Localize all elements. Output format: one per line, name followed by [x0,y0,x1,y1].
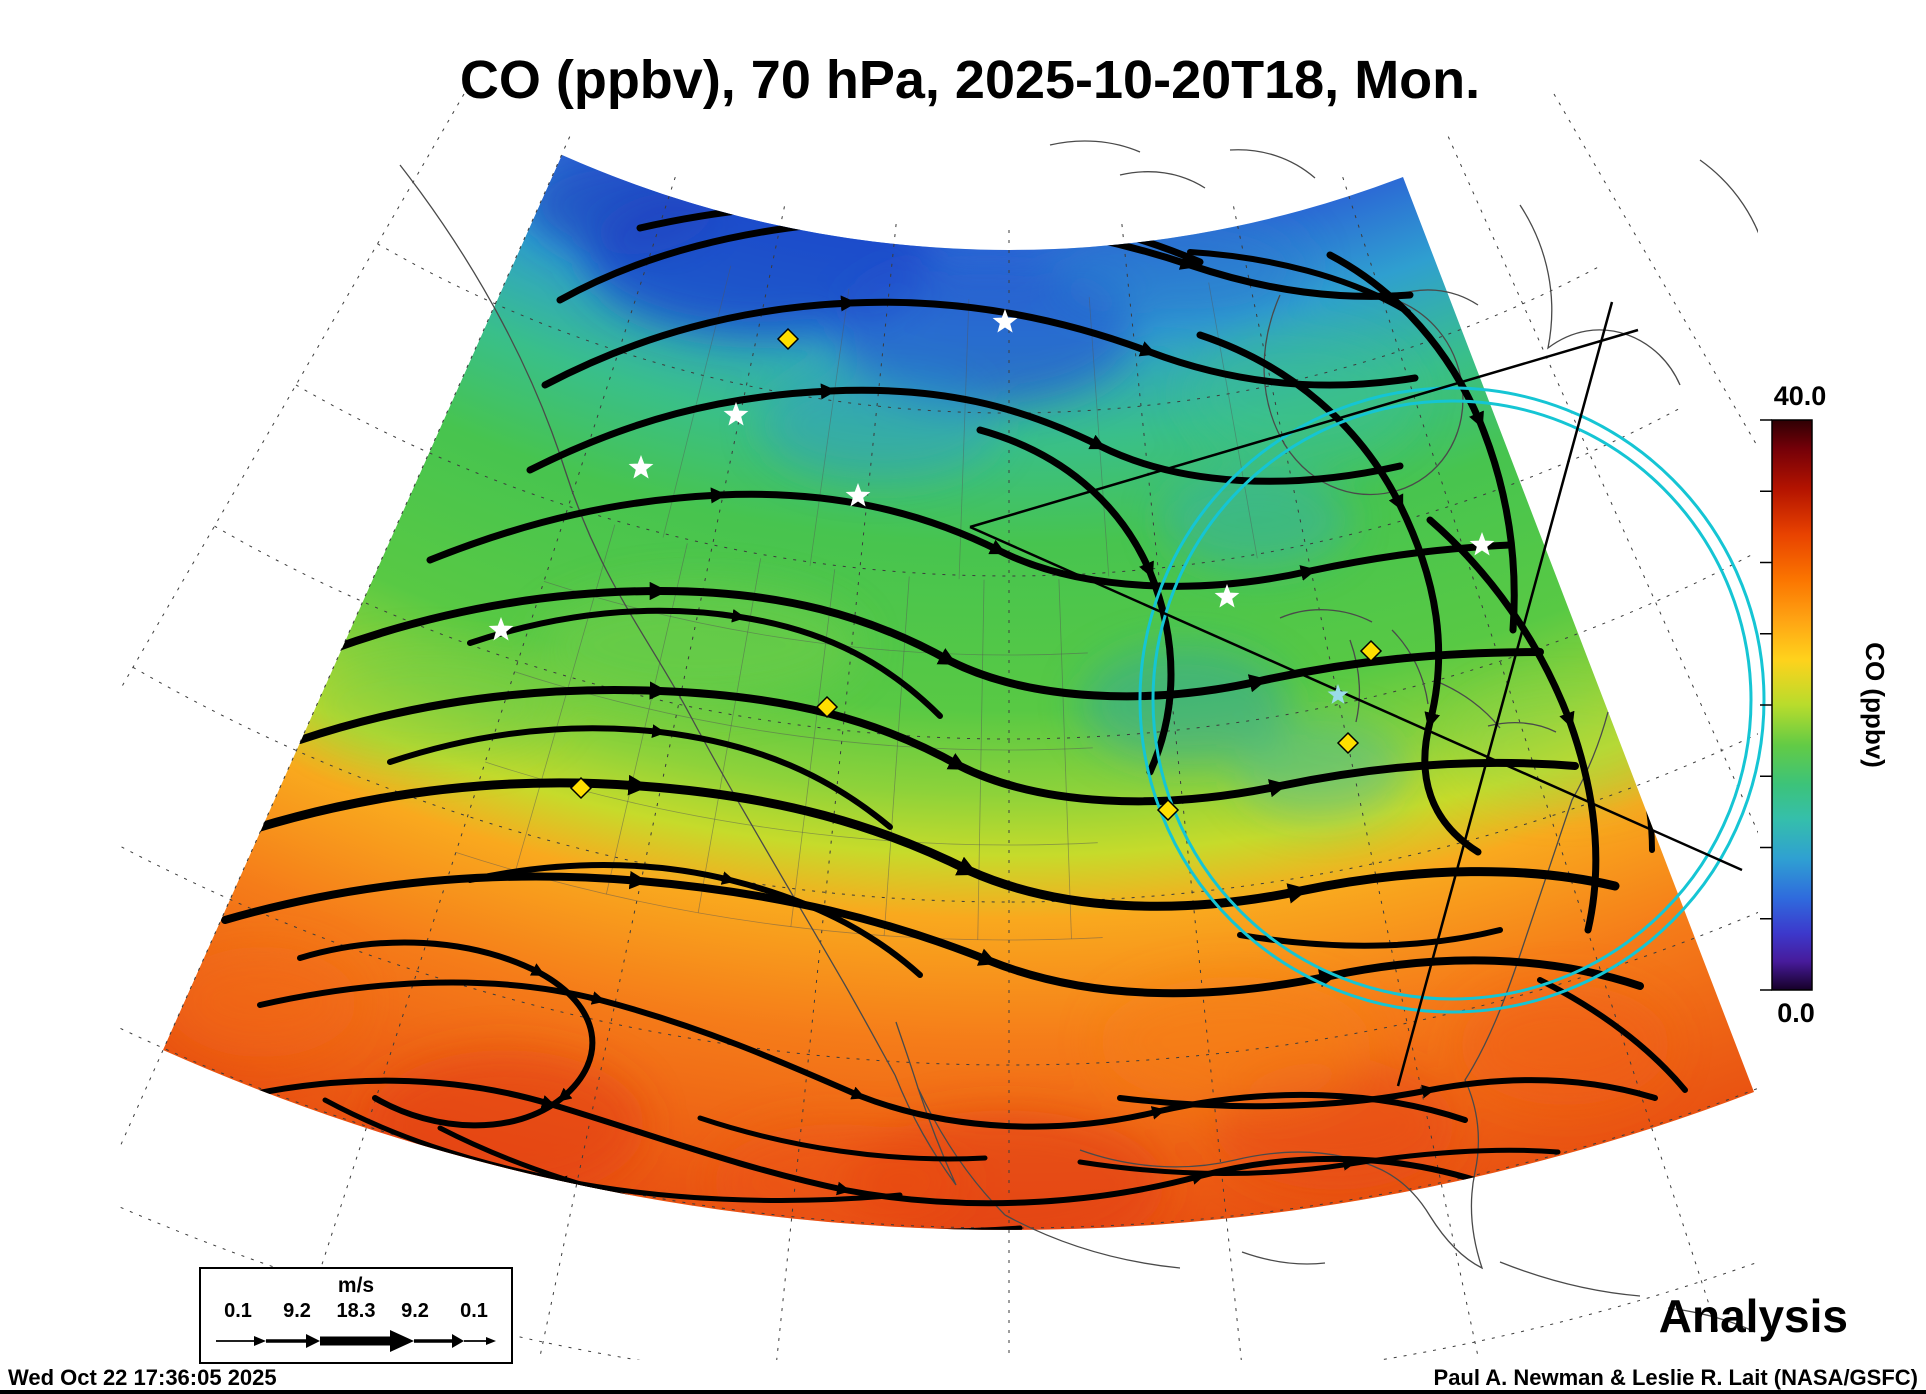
white-star-marker [992,309,1018,333]
colorbar: 40.0 0.0 CO (ppbv) [1760,381,1890,1028]
colorbar-max-label: 40.0 [1774,381,1827,411]
white-star-marker [1214,584,1240,608]
legend-speed-label: 9.2 [283,1300,311,1322]
colorbar-title: CO (ppbv) [1860,642,1890,768]
white-star-marker [723,402,749,426]
streamline [297,939,596,1129]
field-blob [1160,470,1350,570]
streamline [526,383,1404,485]
coastline [1049,140,1316,189]
yellow-diamond-marker [776,327,800,351]
yellow-diamond-marker [815,695,839,719]
bottom-rule [0,1390,1926,1394]
footer-credit: Paul A. Newman & Leslie R. Lait (NASA/GS… [1434,1365,1918,1390]
field-blob [760,370,1000,480]
streamline [976,426,1175,776]
streamline [245,774,1620,911]
transect-line [969,328,1639,529]
longitude-line [1447,136,1758,834]
streamline [326,581,1544,701]
legend-speed-label: 0.1 [460,1300,488,1322]
legend-speed-label: 9.2 [401,1300,429,1322]
streamline [541,295,1419,389]
footer-timestamp: Wed Oct 22 17:36:05 2025 [8,1365,277,1390]
longitude-line [120,136,571,1148]
streamline [1196,331,1482,856]
wind-streamlines [221,196,1688,1230]
province-border [662,265,732,538]
yellow-diamond-marker [569,776,593,800]
legend-arrow-scale [216,1330,496,1352]
site-markers [488,309,1495,822]
yellow-diamond-marker [1156,798,1180,822]
streamline [387,724,893,830]
legend-arrowhead [306,1334,320,1348]
yellow-diamond-marker [1359,639,1383,663]
streamline [467,862,923,978]
analysis-label: Analysis [1659,1290,1848,1342]
legend-speed-label: 18.3 [337,1300,376,1322]
streamline [467,607,943,719]
streamline [1077,1147,1561,1177]
yellow-diamond-marker [1336,731,1360,755]
streamline [1326,251,1518,634]
streamline [1426,516,1600,934]
legend-speed-label: 0.1 [224,1300,252,1322]
field-blob [1460,985,1670,1105]
transect-line [1396,301,1614,1087]
streamline [1117,1077,1658,1110]
cyan-star-marker [1327,684,1349,704]
range-circle-overlay [1138,386,1766,1014]
streamline [426,487,1514,590]
state-border [515,524,616,871]
white-star-marker [845,483,871,507]
white-star-marker [488,617,514,641]
transect-line [969,525,1743,872]
latitude-line [120,1027,1758,1229]
white-star-marker [1469,532,1495,556]
legend-arrowhead [486,1337,496,1345]
coastline [1004,1214,1181,1269]
colorbar-gradient-bar [1771,419,1813,991]
legend-units-label: m/s [338,1274,374,1297]
legend-arrowhead [452,1334,464,1348]
legend-arrowhead [254,1336,266,1346]
colorbar-min-label: 0.0 [1777,998,1815,1028]
field-blob [1185,330,1415,460]
streamline [296,681,1579,806]
coastline [1241,1251,1756,1333]
plot-title: CO (ppbv), 70 hPa, 2025-10-20T18, Mon. [460,50,1480,110]
latitude-line [132,666,1758,903]
wind-speed-legend: m/s 0.1 9.2 18.3 9.2 0.1 [199,1267,513,1364]
circle-transect-overlay [969,301,1766,1087]
legend-box [199,1267,513,1364]
streamline [232,1077,1493,1207]
latitude-line [120,1206,1758,1360]
field-blob [1100,977,1370,1107]
streamline [1187,249,1411,315]
range-circle-overlay [1151,399,1753,1001]
longitude-line [1233,206,1480,1360]
streamline [697,1115,988,1162]
colorbar-ticks [1760,419,1772,991]
white-star-marker [628,455,654,479]
legend-arrowhead [390,1330,414,1352]
coastline [1519,159,1758,386]
